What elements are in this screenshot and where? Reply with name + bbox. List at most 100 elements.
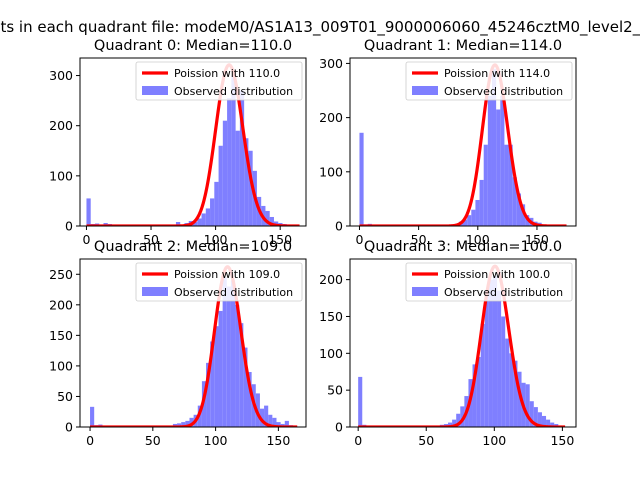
legend-label-poisson: Poission with 110.0 [174, 67, 280, 80]
x-tick-label: 100 [204, 433, 228, 448]
y-tick-label: 150 [49, 328, 73, 343]
y-tick-label: 0 [65, 219, 73, 234]
y-tick-label: 50 [327, 383, 343, 398]
histogram-bar [231, 75, 236, 226]
legend-bar-swatch [412, 287, 438, 296]
histogram-bar [197, 218, 202, 226]
y-tick-label: 0 [65, 420, 73, 435]
histogram-bar [193, 221, 198, 226]
legend-bar-swatch [142, 287, 168, 296]
x-tick-label: 50 [143, 232, 159, 247]
histogram-bar [239, 90, 245, 226]
histogram-bar [467, 215, 472, 226]
histogram-bar [359, 132, 364, 226]
legend-frame [135, 262, 303, 302]
histogram-bar [269, 216, 274, 226]
legend-frame [135, 61, 303, 101]
x-tick-label: 0 [354, 433, 362, 448]
histogram-bar [504, 144, 509, 226]
y-tick-label: 0 [335, 420, 343, 435]
legend: Poission with 114.0 Observed distribution [405, 61, 573, 101]
histogram-bar [512, 177, 517, 226]
y-tick-label: 0 [335, 219, 343, 234]
axes-frame [79, 57, 307, 227]
legend-label-observed: Observed distribution [174, 85, 293, 98]
histogram-bar [218, 145, 223, 226]
legend: Poission with 100.0 Observed distribution [405, 262, 573, 302]
x-tick-label: 100 [204, 232, 228, 247]
x-tick-label: 150 [550, 433, 574, 448]
legend-bar-swatch [412, 86, 438, 95]
histogram-bar [264, 405, 269, 427]
histogram-bar [205, 208, 211, 226]
subplot-title: Quadrant 3: Median=100.0 [364, 239, 562, 255]
histogram-bar [175, 221, 181, 226]
axes-frame [349, 57, 577, 227]
poisson-fit-line [358, 63, 568, 226]
histogram-bar [189, 417, 194, 427]
histogram-bar [201, 213, 206, 226]
histogram-bar [268, 414, 273, 427]
histogram-bar [472, 364, 477, 427]
histogram-bar [487, 95, 492, 226]
y-tick-label: 150 [319, 309, 343, 324]
x-tick-label: 0 [86, 433, 94, 448]
histogram-bar [475, 199, 480, 226]
poisson-fit-line [357, 264, 567, 427]
poisson-fit-line [89, 265, 299, 427]
y-tick-label: 100 [49, 358, 73, 373]
histogram-bar [520, 204, 526, 226]
subplot-title: Quadrant 2: Median=109.0 [94, 239, 292, 255]
histogram-bar [492, 275, 498, 427]
legend-bar-swatch [142, 86, 168, 95]
histogram-bar [452, 419, 457, 427]
histogram-bar [483, 144, 488, 226]
legend-label-poisson: Poission with 114.0 [444, 67, 550, 80]
histogram-bar [546, 419, 551, 427]
histogram-bar [284, 420, 289, 427]
histogram-bar [476, 357, 481, 427]
y-tick-label: 100 [319, 346, 343, 361]
subplot-quadrant-2: Quadrant 2: Median=109.0 0 50 100 150 0 50 100 1… [49, 239, 307, 448]
histogram-bar [206, 362, 211, 427]
histogram-bar [550, 422, 555, 427]
y-tick-label: 200 [319, 272, 343, 287]
histogram-bar [235, 304, 240, 427]
histogram-bar [86, 198, 91, 226]
histogram-bar [491, 68, 497, 226]
x-tick-label: 0 [82, 232, 90, 247]
y-tick-label: 200 [319, 110, 343, 125]
x-tick-label: 50 [418, 433, 434, 448]
subplot-grid: Quadrant 0: Median=110.0 0 50 100 150 0 100 200… [49, 38, 577, 448]
histogram-bar [516, 193, 521, 226]
histogram-bar [230, 280, 236, 427]
histogram-bar [177, 423, 182, 427]
legend-frame [405, 262, 573, 302]
histogram-bar [480, 323, 485, 427]
histogram-bar [460, 406, 465, 427]
y-tick-label: 250 [49, 267, 73, 282]
histogram-bar [276, 422, 281, 427]
legend-label-observed: Observed distribution [444, 85, 563, 98]
histogram-bar [479, 179, 484, 226]
histogram-bar [214, 326, 219, 427]
histogram-bar [248, 150, 253, 226]
x-tick-label: 100 [466, 232, 490, 247]
poisson-fit-line [85, 63, 301, 226]
subplot-quadrant-0: Quadrant 0: Median=110.0 0 50 100 150 0 100 200… [49, 38, 307, 247]
histogram-bar [243, 347, 248, 427]
histogram-bar [265, 210, 270, 226]
histogram-bar [448, 422, 453, 427]
subplot-title: Quadrant 0: Median=110.0 [94, 38, 292, 54]
y-tick-label: 100 [49, 168, 73, 183]
legend-label-poisson: Poission with 100.0 [444, 268, 550, 281]
plot-area [358, 63, 568, 226]
legend-label-observed: Observed distribution [444, 286, 563, 299]
histogram-bar [214, 181, 219, 226]
histogram-bar [272, 417, 277, 427]
x-tick-label: 0 [355, 232, 363, 247]
histogram-bar [235, 130, 240, 226]
histogram-bar [488, 279, 493, 427]
legend-label-observed: Observed distribution [174, 286, 293, 299]
plot-area [85, 63, 301, 226]
